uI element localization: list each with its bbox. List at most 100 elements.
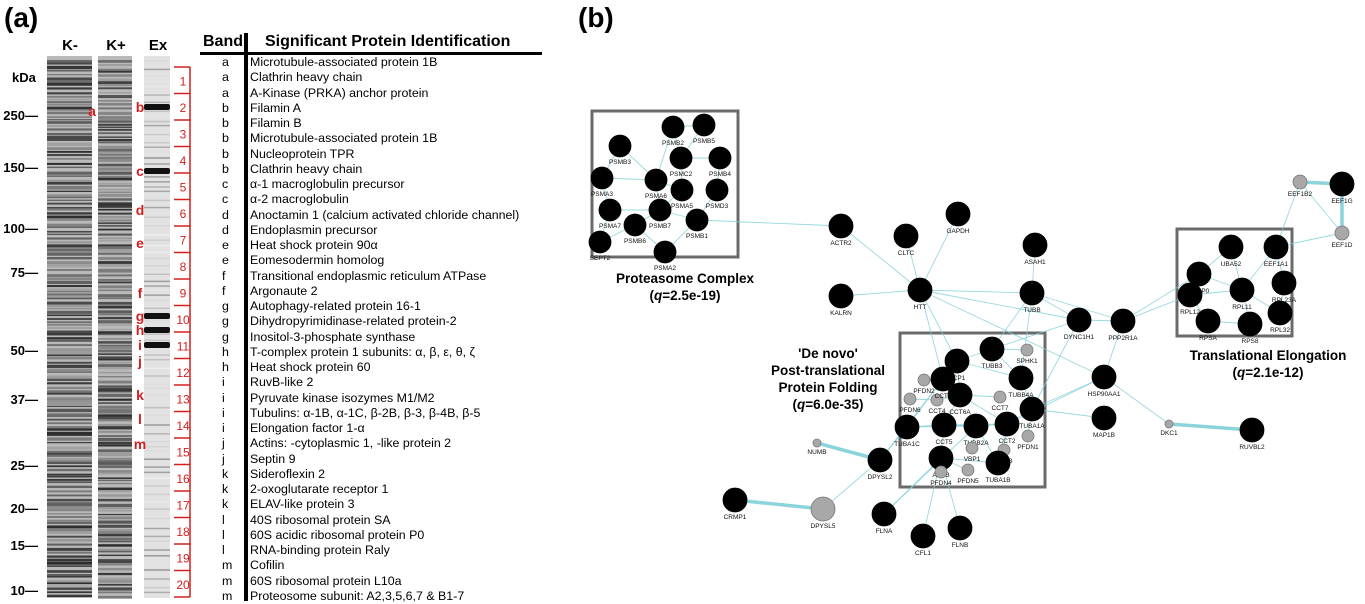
gel-band	[98, 328, 132, 331]
table-row: k 2-oxoglutarate receptor 1	[200, 482, 570, 497]
gel-band	[47, 233, 92, 235]
gel-band	[98, 136, 132, 138]
node-label: EEF1G	[1331, 198, 1352, 205]
gel-band	[144, 74, 170, 77]
gel-band	[144, 562, 170, 565]
gel-band	[98, 364, 132, 367]
node-label: PPP2R1A	[1108, 335, 1138, 342]
network-edge	[840, 289, 921, 297]
node-label: TCP1	[949, 375, 966, 382]
gel-band	[98, 118, 132, 122]
gel-band	[98, 441, 132, 445]
gel-band	[98, 520, 132, 524]
gel-band	[98, 376, 132, 378]
table-cell-band: l	[222, 512, 225, 527]
gel-band	[144, 181, 170, 183]
gel-band	[144, 383, 170, 386]
gel-band	[47, 364, 92, 368]
table-cell-band: a	[222, 85, 229, 100]
gel-band	[47, 166, 92, 169]
gel-band	[98, 587, 132, 591]
gel-band	[47, 390, 92, 393]
node-label: RPS8	[1242, 338, 1259, 345]
gel-band	[47, 481, 92, 484]
gel-band	[47, 277, 92, 281]
network-node	[705, 178, 729, 202]
table-cell-band: k	[222, 466, 229, 481]
gel-band	[47, 218, 92, 221]
gel-band	[47, 561, 92, 565]
network-node	[871, 501, 897, 527]
table-cell-protein: Autophagy-related protein 16-1	[250, 299, 421, 313]
network-node	[1066, 307, 1092, 333]
gel-band	[98, 222, 132, 224]
gel-band	[98, 531, 132, 535]
gel-band	[47, 525, 92, 529]
gel-band	[47, 310, 92, 314]
node-label: RPL32	[1270, 327, 1290, 334]
gel-band	[98, 261, 132, 264]
gel-band	[98, 533, 132, 537]
gel-band	[47, 442, 92, 444]
gel-band	[98, 513, 132, 516]
gel-band	[98, 81, 132, 84]
kda-marker-label: 75—	[11, 265, 38, 280]
network-edge	[883, 425, 977, 515]
gel-band	[47, 285, 92, 288]
gel-band	[98, 274, 132, 277]
table-cell-band: g	[222, 314, 229, 329]
gel-band	[98, 577, 132, 580]
gel-band	[98, 237, 132, 240]
table-row: k Sideroflexin 2	[200, 467, 570, 482]
gel-band	[98, 215, 132, 219]
gel-band	[47, 323, 92, 326]
gel-band	[47, 290, 92, 293]
table-cell-band: a	[222, 55, 229, 69]
table-row: j Septin 9	[200, 452, 570, 467]
node-label: TUBB4A	[1008, 392, 1034, 399]
table-row: b Nucleoprotein TPR	[200, 147, 570, 162]
network-node	[1267, 300, 1293, 326]
table-cell-protein: Elongation factor 1-α	[250, 421, 365, 435]
table-cell-band: f	[222, 283, 226, 298]
gel-band	[47, 375, 92, 379]
band-letter: f	[138, 285, 143, 301]
slice-number: 2	[180, 101, 187, 115]
proteasome-cluster-label: Proteasome Complex (q=2.5e-19)	[615, 271, 755, 303]
gel-band	[47, 340, 92, 342]
gel-band	[144, 190, 170, 193]
gel-band	[144, 333, 170, 335]
node-label: TUBA1B	[985, 477, 1010, 484]
gel-band	[144, 424, 170, 426]
gel-band	[47, 392, 92, 395]
gel-band	[47, 301, 92, 305]
gel-band	[144, 264, 170, 267]
kda-marker-label: 250—	[3, 108, 38, 123]
network-node	[1239, 417, 1265, 443]
table-row: b Clathrin heavy chain	[200, 162, 570, 177]
table-cell-protein: RNA-binding protein Raly	[250, 543, 390, 557]
table-cell-protein: Septin 9	[250, 451, 296, 466]
gel-band	[47, 378, 92, 381]
gel-band	[98, 120, 132, 123]
table-row: c α-1 macroglobulin precursor	[200, 177, 570, 192]
node-label: RUVBL2	[1239, 444, 1265, 451]
gel-band	[47, 257, 92, 260]
network-node	[722, 487, 748, 513]
network-node	[1334, 225, 1350, 241]
table-cell-protein: Clathrin heavy chain	[250, 70, 363, 85]
gel-band-strong	[144, 104, 170, 110]
gel-band	[47, 293, 92, 296]
network-node	[588, 230, 612, 254]
node-label: PSMC2	[670, 171, 693, 178]
gel-band	[47, 386, 92, 390]
gel-band	[98, 257, 132, 260]
gel-band	[47, 153, 92, 157]
gel-band	[98, 591, 132, 594]
gel-band	[47, 570, 92, 573]
gel-band	[47, 535, 92, 538]
gel-band	[47, 475, 92, 478]
node-label: FLNA	[876, 528, 893, 535]
gel-band	[47, 77, 92, 81]
network-node	[608, 134, 632, 158]
